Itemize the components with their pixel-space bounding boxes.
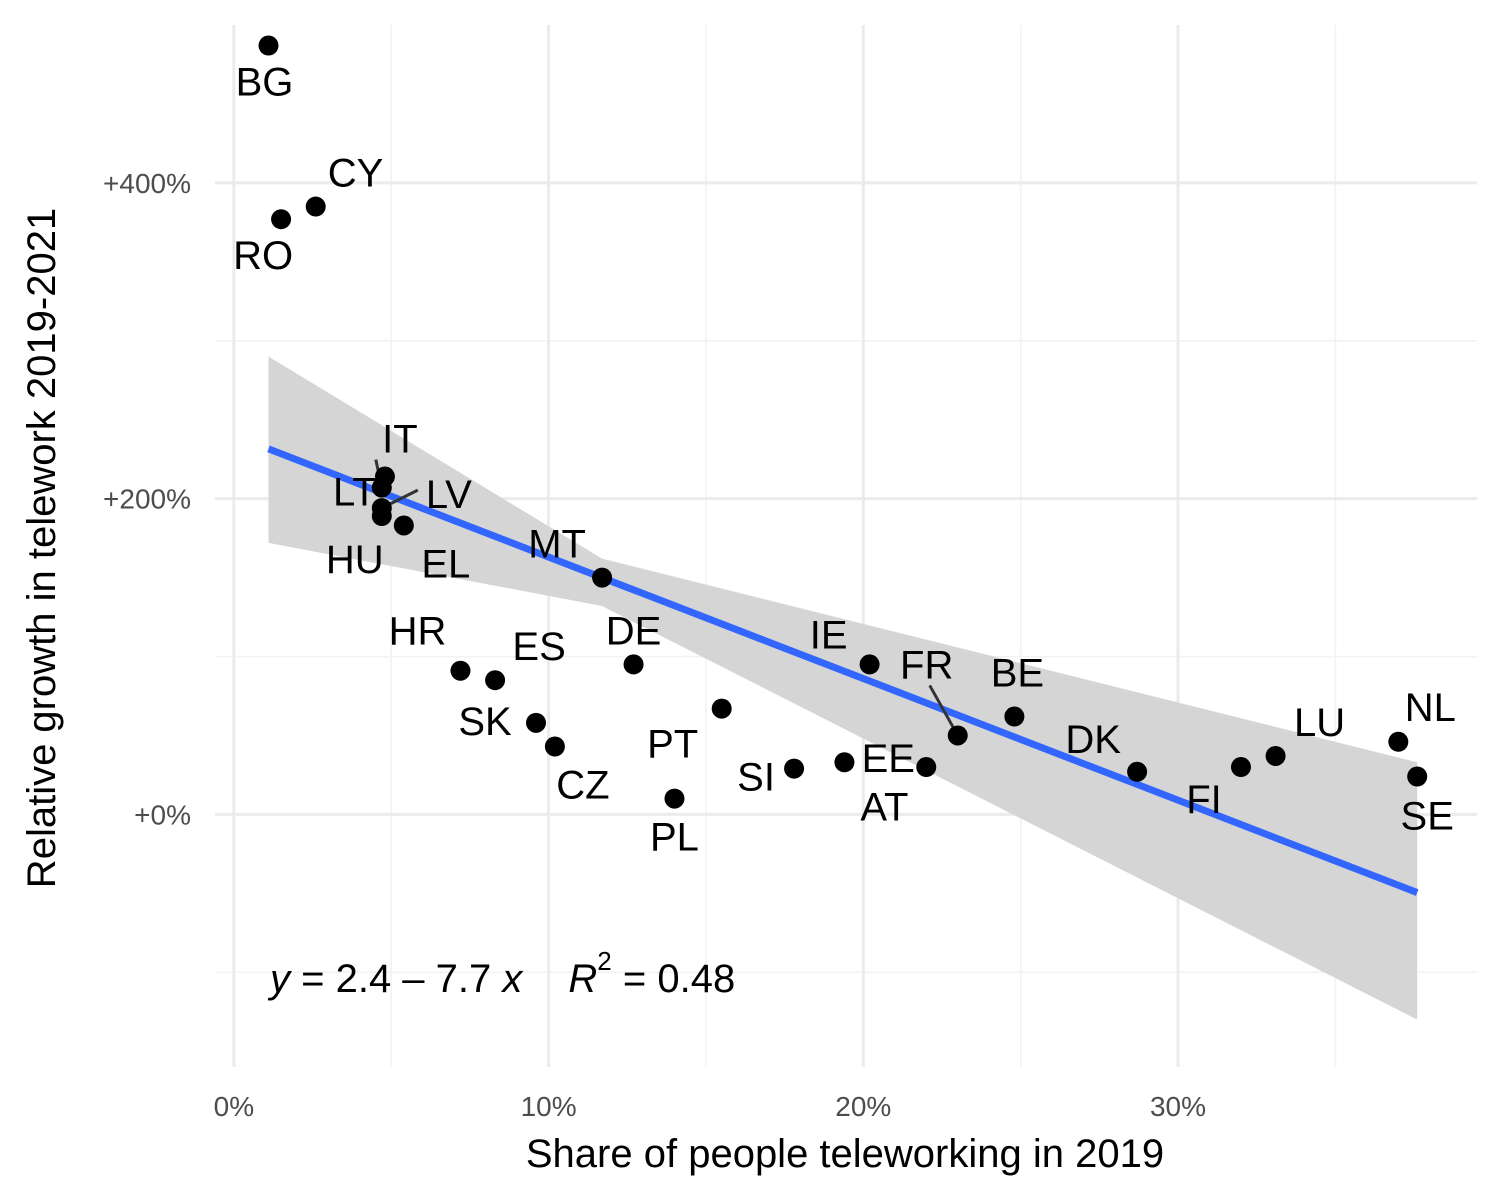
equation-r2-value: = 0.48	[612, 957, 735, 1001]
point-sk	[526, 712, 547, 733]
point-bg	[258, 35, 279, 56]
y-tick-label: +400%	[103, 168, 191, 199]
point-label-se: SE	[1401, 795, 1454, 839]
point-label-fr: FR	[900, 643, 953, 687]
regression-line-path	[267, 445, 1419, 896]
point-label-hu: HU	[326, 538, 384, 582]
regression-line	[267, 445, 1419, 896]
point-label-cz: CZ	[556, 764, 609, 808]
x-tick-label: 30%	[1150, 1091, 1206, 1122]
y-tick-label: +200%	[103, 484, 191, 515]
point-ie	[859, 654, 880, 675]
point-label-be: BE	[991, 652, 1044, 696]
point-ee	[916, 757, 937, 778]
point-label-ro: RO	[233, 234, 293, 278]
point-fr	[947, 725, 968, 746]
x-tick-label: 10%	[521, 1091, 577, 1122]
point-label-el: EL	[421, 542, 470, 586]
point-label-hr: HR	[389, 610, 447, 654]
point-dk	[1127, 761, 1148, 782]
equation-body: = 2.4 – 7.7	[290, 957, 502, 1001]
point-label-pt: PT	[647, 723, 698, 767]
point-hu	[371, 506, 392, 527]
point-mt	[592, 567, 613, 588]
point-label-es: ES	[512, 625, 565, 669]
point-label-bg: BG	[236, 61, 294, 105]
point-label-mt: MT	[528, 523, 586, 567]
point-be	[1004, 706, 1025, 727]
confidence-band-area	[268, 356, 1418, 1020]
point-label-nl: NL	[1405, 686, 1456, 730]
x-tick-label: 0%	[214, 1091, 254, 1122]
point-label-pl: PL	[650, 816, 699, 860]
equation-r-superscript: 2	[597, 946, 611, 976]
point-ro	[271, 209, 292, 230]
y-tick-label: +0%	[134, 799, 191, 830]
point-label-at: AT	[860, 785, 908, 829]
point-label-sk: SK	[458, 700, 512, 744]
point-pl	[664, 788, 685, 809]
confidence-band	[268, 356, 1418, 1020]
y-axis-ticks: +0% +200% +400%	[103, 168, 191, 831]
point-pt	[711, 698, 732, 719]
point-se	[1407, 766, 1428, 787]
point-si	[784, 758, 805, 779]
point-lu	[1265, 745, 1286, 766]
point-label-ee: EE	[862, 737, 915, 781]
point-es	[485, 670, 506, 691]
point-nl	[1388, 731, 1409, 752]
point-label-it: IT	[382, 418, 418, 462]
point-de	[623, 654, 644, 675]
x-axis-ticks: 0% 10% 20% 30%	[214, 1091, 1206, 1122]
data-points	[258, 35, 1428, 809]
point-label-lv: LV	[426, 473, 472, 517]
point-fi	[1230, 757, 1251, 778]
point-label-lt: LT	[333, 471, 377, 515]
equation-r: R	[568, 957, 597, 1001]
point-label-fi: FI	[1186, 778, 1222, 822]
point-cz	[544, 736, 565, 757]
y-axis-title: Relative growth in telework 2019-2021	[20, 208, 64, 888]
point-cy	[305, 196, 326, 217]
point-label-si: SI	[737, 756, 775, 800]
x-tick-label: 20%	[835, 1091, 891, 1122]
point-at	[834, 752, 855, 773]
point-label-lu: LU	[1294, 701, 1345, 745]
point-label-ie: IE	[810, 613, 848, 657]
x-axis-title: Share of people teleworking in 2019	[526, 1132, 1164, 1176]
equation-x: x	[500, 957, 524, 1001]
regression-equation: y = 2.4 – 7.7 x R2 = 0.48	[267, 946, 735, 1001]
point-label-cy: CY	[328, 152, 384, 196]
point-label-de: DE	[606, 609, 662, 653]
point-el	[393, 515, 414, 536]
point-label-dk: DK	[1065, 718, 1121, 762]
equation-y: y	[267, 957, 293, 1001]
point-lt	[371, 477, 392, 498]
point-hr	[450, 660, 471, 681]
